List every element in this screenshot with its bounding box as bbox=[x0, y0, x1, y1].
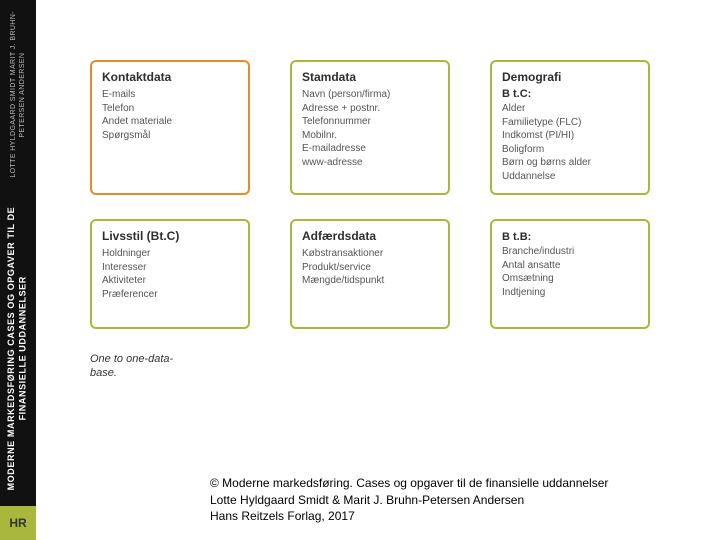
box-item-list: KøbstransaktionerProdukt/serviceMængde/t… bbox=[302, 247, 438, 288]
box-item: Præferencer bbox=[102, 288, 238, 302]
diagram-box: Kontaktdata E-mailsTelefonAndet materiale… bbox=[90, 60, 250, 195]
box-item: Alder bbox=[502, 102, 638, 116]
box-subhead: B t.B: bbox=[502, 231, 638, 243]
box-heading: Stamdata bbox=[302, 70, 438, 84]
publisher-logo: HR bbox=[0, 506, 36, 540]
figure-caption: One to one-data- base. bbox=[90, 353, 690, 381]
box-item-list: E-mailsTelefonAndet materialeSpørgsmål bbox=[102, 88, 238, 142]
diagram-box: Demografi B t.C: AlderFamilietype (FLC)Ind… bbox=[490, 60, 650, 195]
credits-line-1: © Moderne markedsføring. Cases og opgave… bbox=[210, 475, 700, 491]
box-item: Børn og børns alder bbox=[502, 156, 638, 170]
box-item: Branche/industri bbox=[502, 245, 638, 259]
box-item: Uddannelse bbox=[502, 170, 638, 184]
box-item: Købstransaktioner bbox=[302, 247, 438, 261]
spine-title: MODERNE MARKEDSFØRING CASES OG OPGAVER T… bbox=[6, 190, 29, 506]
diagram-row: Kontaktdata E-mailsTelefonAndet materiale… bbox=[90, 60, 690, 195]
box-item: Antal ansatte bbox=[502, 259, 638, 273]
box-item: Telefonnummer bbox=[302, 115, 438, 129]
box-item: Produkt/service bbox=[302, 261, 438, 275]
box-item: Familietype (FLC) bbox=[502, 116, 638, 130]
credits-line-2: Lotte Hyldgaard Smidt & Marit J. Bruhn-P… bbox=[210, 492, 700, 508]
box-item: Interesser bbox=[102, 261, 238, 275]
box-item: Boligform bbox=[502, 143, 638, 157]
box-item: Holdninger bbox=[102, 247, 238, 261]
box-item: Aktiviteter bbox=[102, 274, 238, 288]
box-item: www-adresse bbox=[302, 156, 438, 170]
box-heading: Kontaktdata bbox=[102, 70, 238, 84]
box-item-list: Navn (person/firma)Adresse + postnr.Tele… bbox=[302, 88, 438, 169]
publisher-logo-text: HR bbox=[9, 516, 26, 530]
box-item: Omsætning bbox=[502, 272, 638, 286]
spine-authors: LOTTE HYLDGAARD SMIDT MARIT J. BRUHN-PET… bbox=[9, 0, 27, 190]
credits-line-3: Hans Reitzels Forlag, 2017 bbox=[210, 508, 700, 524]
diagram-box: B t.B: Branche/industriAntal ansatteOmsæt… bbox=[490, 219, 650, 329]
box-item-list: HoldningerInteresserAktiviteterPræferenc… bbox=[102, 247, 238, 301]
box-item-list: AlderFamilietype (FLC)Indkomst (PI/HI)Bo… bbox=[502, 102, 638, 183]
box-item: E-mailadresse bbox=[302, 142, 438, 156]
book-spine: LOTTE HYLDGAARD SMIDT MARIT J. BRUHN-PET… bbox=[0, 0, 36, 540]
box-item: Mobilnr. bbox=[302, 129, 438, 143]
box-item: Indtjening bbox=[502, 286, 638, 300]
box-heading: Demografi bbox=[502, 70, 638, 84]
diagram-box: Adfærdsdata KøbstransaktionerProdukt/serv… bbox=[290, 219, 450, 329]
box-item-list: Branche/industriAntal ansatteOmsætningIn… bbox=[502, 245, 638, 299]
diagram-box: Stamdata Navn (person/firma)Adresse + pos… bbox=[290, 60, 450, 195]
diagram-row: Livsstil (Bt.C) HoldningerInteresserAktiv… bbox=[90, 219, 690, 329]
box-item: Spørgsmål bbox=[102, 129, 238, 143]
caption-line-2: base. bbox=[90, 367, 117, 379]
diagram-box: Livsstil (Bt.C) HoldningerInteresserAktiv… bbox=[90, 219, 250, 329]
credits-block: © Moderne markedsføring. Cases og opgave… bbox=[210, 475, 700, 524]
diagram-grid: Kontaktdata E-mailsTelefonAndet materiale… bbox=[90, 60, 690, 329]
box-item: E-mails bbox=[102, 88, 238, 102]
box-heading: Adfærdsdata bbox=[302, 229, 438, 243]
box-item: Andet materiale bbox=[102, 115, 238, 129]
box-item: Navn (person/firma) bbox=[302, 88, 438, 102]
box-item: Adresse + postnr. bbox=[302, 102, 438, 116]
box-item: Telefon bbox=[102, 102, 238, 116]
diagram-area: Kontaktdata E-mailsTelefonAndet materiale… bbox=[90, 60, 690, 381]
box-subhead: B t.C: bbox=[502, 88, 638, 100]
box-heading: Livsstil (Bt.C) bbox=[102, 229, 238, 243]
caption-line-1: One to one-data- bbox=[90, 353, 173, 365]
box-item: Mængde/tidspunkt bbox=[302, 274, 438, 288]
box-item: Indkomst (PI/HI) bbox=[502, 129, 638, 143]
